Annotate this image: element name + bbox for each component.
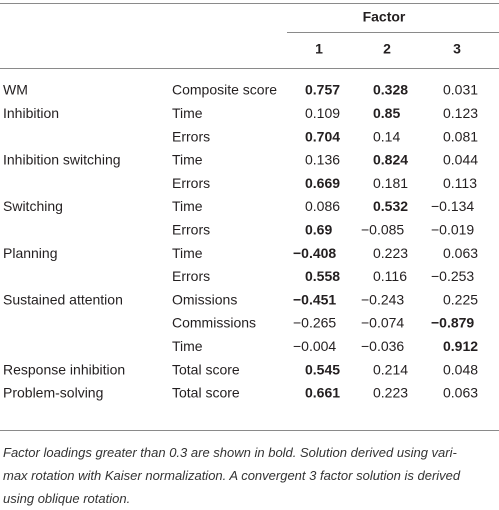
loading-cell: 0.214 <box>373 361 408 377</box>
row-measure: Total score <box>172 361 240 377</box>
loading-cell: 0.123 <box>443 105 478 121</box>
loading-cell: 0.85 <box>373 105 400 121</box>
loading-cell: −0.085 <box>361 222 404 238</box>
row-measure: Time <box>172 152 203 168</box>
table-note: Factor loadings greater than 0.3 are sho… <box>3 441 497 510</box>
row-measure: Errors <box>172 222 210 238</box>
loading-cell: −0.134 <box>431 198 474 214</box>
loading-cell: 0.661 <box>305 385 340 401</box>
column-header: 3 <box>453 41 461 57</box>
loading-cell: 0.532 <box>373 198 408 214</box>
row-measure: Time <box>172 245 203 261</box>
row-group: Inhibition switching <box>3 152 121 168</box>
row-group: Inhibition <box>3 105 59 121</box>
loading-cell: 0.181 <box>373 175 408 191</box>
column-header: 2 <box>383 41 391 57</box>
row-measure: Omissions <box>172 291 237 307</box>
loading-cell: 0.558 <box>305 268 340 284</box>
row-group: WM <box>3 82 28 98</box>
loading-cell: 0.063 <box>443 245 478 261</box>
loading-cell: 0.223 <box>373 385 408 401</box>
row-group: Response inhibition <box>3 361 125 377</box>
row-group: Switching <box>3 198 63 214</box>
loading-cell: 0.063 <box>443 385 478 401</box>
loading-cell: −0.253 <box>431 268 474 284</box>
loading-cell: −0.004 <box>293 338 336 354</box>
loading-cell: −0.879 <box>431 315 474 331</box>
loading-cell: 0.031 <box>443 82 478 98</box>
row-measure: Errors <box>172 268 210 284</box>
loading-cell: 0.116 <box>373 268 407 284</box>
loading-cell: 0.223 <box>373 245 408 261</box>
loading-cell: 0.669 <box>305 175 340 191</box>
loading-cell: 0.757 <box>305 82 340 98</box>
loading-cell: −0.451 <box>293 291 336 307</box>
note-line: max rotation with Kaiser normalization. … <box>3 468 461 483</box>
loading-cell: 0.14 <box>373 128 400 144</box>
loading-cell: 0.328 <box>373 82 408 98</box>
note-line: Factor loadings greater than 0.3 are sho… <box>3 445 457 460</box>
row-group: Sustained attention <box>3 291 123 307</box>
row-measure: Commissions <box>172 315 256 331</box>
loading-cell: 0.113 <box>443 175 477 191</box>
loading-cell: −0.408 <box>293 245 336 261</box>
loading-cell: −0.036 <box>361 338 404 354</box>
row-measure: Time <box>172 105 203 121</box>
row-measure: Errors <box>172 175 210 191</box>
row-measure: Composite score <box>172 82 277 98</box>
loading-cell: 0.704 <box>305 128 340 144</box>
table: Factor 1 2 3 WM Composite score 0.757 0.328 0.0… <box>0 3 499 431</box>
loading-cell: 0.136 <box>305 152 340 168</box>
row-measure: Time <box>172 198 203 214</box>
loading-cell: 0.081 <box>443 128 478 144</box>
loading-cell: −0.243 <box>361 291 404 307</box>
loading-cell: −0.019 <box>431 222 474 238</box>
row-measure: Errors <box>172 128 210 144</box>
loading-cell: −0.074 <box>361 315 404 331</box>
row-measure: Total score <box>172 385 240 401</box>
row-measure: Time <box>172 338 203 354</box>
loading-cell: 0.044 <box>443 152 478 168</box>
loading-cell: 0.69 <box>305 222 332 238</box>
note-line: using oblique rotation. <box>3 491 131 506</box>
loading-cell: 0.086 <box>305 198 340 214</box>
row-group: Planning <box>3 245 58 261</box>
column-header: 1 <box>315 41 323 57</box>
loading-cell: 0.545 <box>305 361 340 377</box>
factor-header: Factor <box>363 9 406 25</box>
loading-cell: 0.109 <box>305 105 340 121</box>
loading-cell: 0.824 <box>373 152 408 168</box>
loading-cell: −0.265 <box>293 315 336 331</box>
loading-cell: 0.912 <box>443 338 478 354</box>
loading-cell: 0.048 <box>443 361 478 377</box>
page: Factor 1 2 3 WM Composite score 0.757 0.328 0.0… <box>0 3 499 506</box>
loading-cell: 0.225 <box>443 291 478 307</box>
row-group: Problem-solving <box>3 385 103 401</box>
